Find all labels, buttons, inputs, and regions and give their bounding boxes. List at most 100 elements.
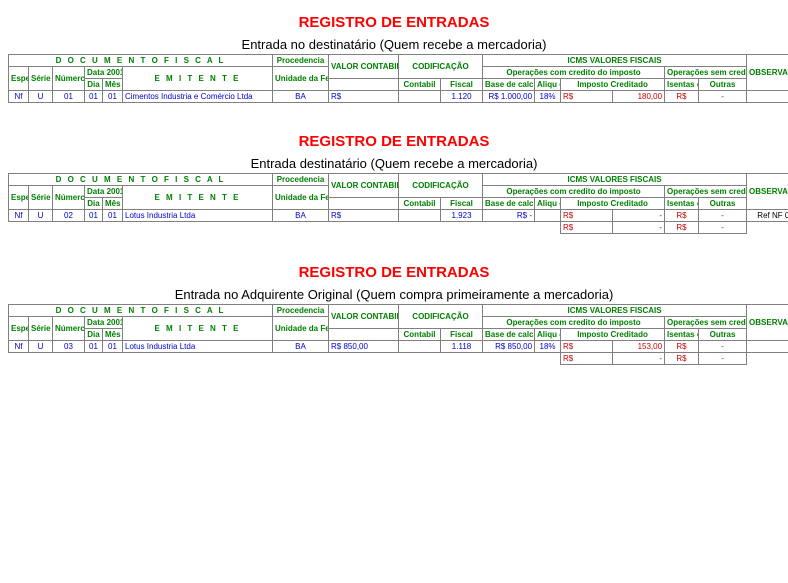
cell-valor: R$ 850,00	[329, 341, 399, 353]
cell-serie: U	[29, 210, 53, 222]
registro-table: D O C U M E N T O F I S C A LProcedencia…	[8, 304, 788, 365]
hdr-op-credito: Operações com credito do imposto	[483, 186, 665, 198]
cell-mes: 01	[103, 210, 123, 222]
hdr-especie: Espe cie	[9, 317, 29, 341]
cell-base: R$ 1.000,00	[483, 91, 535, 103]
cell-valor: R$	[329, 210, 399, 222]
cell-isentas-prefix: R$	[665, 222, 699, 234]
hdr-valor-contabil: VALOR CONTABIL	[329, 305, 399, 329]
cell-fiscal: 1.923	[441, 210, 483, 222]
cell-imposto: 180,00	[613, 91, 665, 103]
hdr-icms: ICMS VALORES FISCAIS	[483, 55, 747, 67]
hdr-procedencia: Procedencia	[273, 174, 329, 186]
hdr-imposto-creditado: Imposto Creditado	[561, 79, 665, 91]
hdr-aliquota: Aliqu ota	[535, 198, 561, 210]
cell-imposto-prefix: R$	[561, 341, 613, 353]
hdr-data: Data 2001	[85, 67, 123, 79]
hdr-icms: ICMS VALORES FISCAIS	[483, 305, 747, 317]
hdr-emitente: E M I T E N T E	[123, 186, 273, 210]
cell-isentas-prefix: R$	[665, 353, 699, 365]
section-subtitle: Entrada no Adquirente Original (Quem com…	[8, 287, 780, 302]
hdr-isentas: Isentas o tributa	[665, 79, 699, 91]
hdr-serie: Série e Sub-série	[29, 67, 53, 91]
section-title: REGISTRO DE ENTRADAS	[8, 14, 780, 31]
hdr-observacoes: OBSERVAÇÕES	[747, 55, 788, 91]
cell-uf: BA	[273, 210, 329, 222]
hdr-base-calculo: Base de calculo	[483, 329, 535, 341]
hdr-outras: Outras	[699, 79, 747, 91]
cell-imposto: 153,00	[613, 341, 665, 353]
cell-isentas-prefix: R$	[665, 210, 699, 222]
section-title: REGISTRO DE ENTRADAS	[8, 133, 780, 150]
section-title: REGISTRO DE ENTRADAS	[8, 264, 780, 281]
cell-especie: Nf	[9, 341, 29, 353]
hdr-mes: Mês	[103, 329, 123, 341]
cell-observacoes	[747, 341, 788, 353]
data-row: NfU010101Cimentos Industria e Comércio L…	[9, 91, 788, 103]
registro-table: D O C U M E N T O F I S C A LProcedencia…	[8, 54, 788, 103]
cell-serie: U	[29, 91, 53, 103]
hdr-isentas: Isentas o tributa	[665, 329, 699, 341]
hdr-base-calculo: Base de calculo	[483, 79, 535, 91]
cell-valor: R$	[329, 91, 399, 103]
cell-uf: BA	[273, 91, 329, 103]
cell-emitente: Lotus Industria Ltda	[123, 210, 273, 222]
hdr-op-sem-credito: Operações sem credito do imposto	[665, 186, 747, 198]
cell-isentas-prefix: R$	[665, 341, 699, 353]
cell-base: R$ 850,00	[483, 341, 535, 353]
hdr-doc-fiscal: D O C U M E N T O F I S C A L	[9, 174, 273, 186]
hdr-outras: Outras	[699, 198, 747, 210]
cell-imposto: -	[613, 210, 665, 222]
cell-aliquota: 18%	[535, 91, 561, 103]
cell-isentas-prefix: R$	[665, 91, 699, 103]
hdr-fiscal: Fiscal	[441, 329, 483, 341]
cell-mes: 01	[103, 91, 123, 103]
cell-aliquota	[535, 210, 561, 222]
hdr-fiscal: Fiscal	[441, 79, 483, 91]
hdr-serie: Série e Sub-série	[29, 317, 53, 341]
hdr-imposto-creditado: Imposto Creditado	[561, 329, 665, 341]
cell-empty	[747, 222, 788, 234]
hdr-fiscal: Fiscal	[441, 198, 483, 210]
cell-empty	[9, 222, 561, 234]
hdr-dia: Dia	[85, 329, 103, 341]
cell-isentas: -	[699, 341, 747, 353]
hdr-outras: Outras	[699, 329, 747, 341]
hdr-op-credito: Operações com credito do imposto	[483, 67, 665, 79]
hdr-dia: Dia	[85, 79, 103, 91]
cell-dia: 01	[85, 210, 103, 222]
cell-imposto: -	[613, 353, 665, 365]
cell-isentas: -	[699, 353, 747, 365]
hdr-serie: Série e Sub-série	[29, 186, 53, 210]
cell-imposto-prefix: R$	[561, 210, 613, 222]
cell-isentas: -	[699, 210, 747, 222]
hdr-especie: Espe cie	[9, 186, 29, 210]
hdr-valor-contabil: VALOR CONTABIL	[329, 55, 399, 79]
cell-empty	[747, 353, 788, 365]
hdr-contabil: Contabil	[399, 329, 441, 341]
data-row: NfU030101Lotus Industria LtdaBAR$ 850,00…	[9, 341, 788, 353]
hdr-codificacao: CODIFICAÇÃO	[399, 174, 483, 198]
hdr-base-calculo: Base de calculo	[483, 198, 535, 210]
hdr-isentas: Isentas o tributa	[665, 198, 699, 210]
hdr-data: Data 2001	[85, 317, 123, 329]
hdr-data: Data 2001	[85, 186, 123, 198]
data-row-extra: R$-R$-	[9, 222, 788, 234]
cell-imposto: -	[613, 222, 665, 234]
hdr-codificacao: CODIFICAÇÃO	[399, 55, 483, 79]
cell-isentas: -	[699, 91, 747, 103]
hdr-emitente: E M I T E N T E	[123, 317, 273, 341]
cell-empty	[9, 353, 561, 365]
hdr-procedencia: Procedencia	[273, 305, 329, 317]
cell-isentas: -	[699, 222, 747, 234]
cell-base: R$ -	[483, 210, 535, 222]
registro-section: REGISTRO DE ENTRADASEntrada destinatário…	[8, 133, 780, 234]
hdr-valor-contabil: VALOR CONTABIL	[329, 174, 399, 198]
cell-imposto-prefix: R$	[561, 353, 613, 365]
cell-fiscal: 1.120	[441, 91, 483, 103]
hdr-op-sem-credito: Operações sem credito do imposto	[665, 67, 747, 79]
hdr-doc-fiscal: D O C U M E N T O F I S C A L	[9, 55, 273, 67]
cell-mes: 01	[103, 341, 123, 353]
hdr-numero: Númerc	[53, 186, 85, 210]
cell-numero: 03	[53, 341, 85, 353]
